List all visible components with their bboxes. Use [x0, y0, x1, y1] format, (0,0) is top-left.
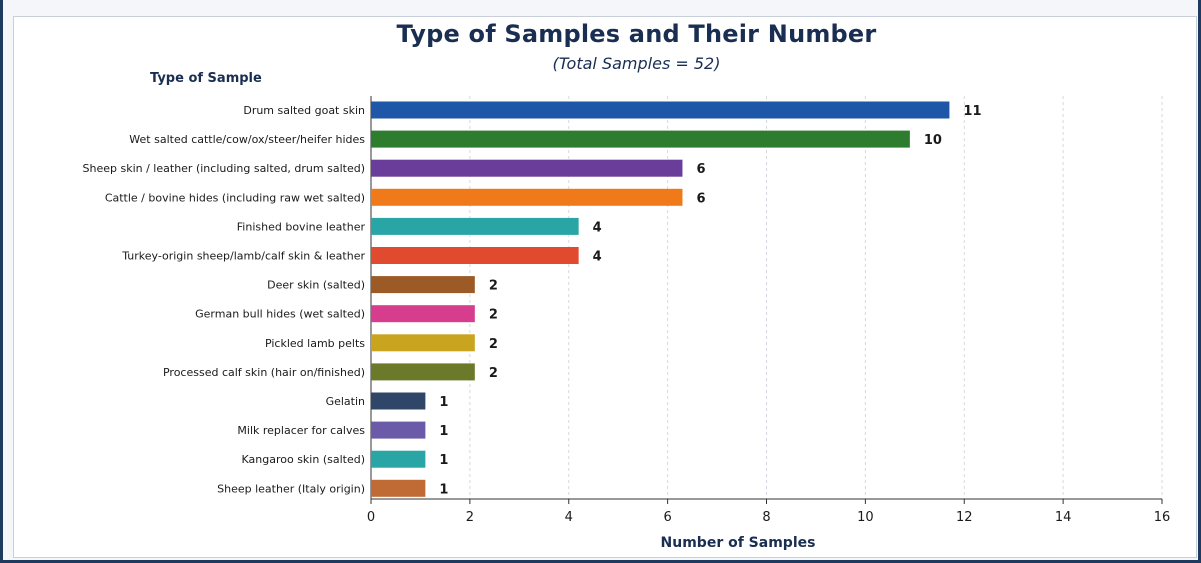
category-label: Drum salted goat skin	[243, 104, 365, 117]
value-label: 2	[489, 337, 498, 352]
x-axis-title: Number of Samples	[660, 535, 816, 551]
value-label: 4	[593, 250, 602, 265]
category-label: Finished bovine leather	[237, 220, 366, 233]
bar	[371, 247, 579, 264]
bar	[371, 392, 426, 410]
value-label: 2	[489, 308, 498, 323]
value-label: 6	[696, 191, 705, 206]
value-label: 1	[439, 424, 448, 439]
bar	[371, 217, 579, 235]
category-label: Turkey-origin sheep/lamb/calf skin & lea…	[121, 250, 365, 263]
value-label: 10	[924, 133, 942, 148]
category-label: Processed calf skin (hair on/finished)	[163, 366, 365, 379]
category-label: Sheep leather (Italy origin)	[217, 482, 365, 495]
category-label: Cattle / bovine hides (including raw wet…	[105, 191, 365, 204]
value-label: 11	[963, 104, 981, 119]
value-label: 4	[593, 220, 602, 235]
category-label: Deer skin (salted)	[267, 279, 365, 292]
bar	[371, 101, 950, 119]
x-tick-label: 10	[857, 510, 874, 525]
bar	[371, 334, 475, 352]
bar	[371, 479, 426, 497]
x-tick-label: 6	[663, 510, 671, 525]
bar	[371, 305, 475, 323]
x-tick-label: 14	[1055, 510, 1072, 525]
y-axis-title: Type of Sample	[150, 71, 262, 86]
bar	[371, 159, 683, 177]
x-tick-label: 8	[762, 510, 770, 525]
x-tick-label: 16	[1154, 510, 1171, 525]
category-label: Pickled lamb pelts	[265, 337, 365, 350]
bar	[371, 276, 475, 294]
bar	[371, 421, 426, 439]
bar	[371, 188, 683, 206]
x-tick-label: 0	[367, 510, 375, 525]
value-label: 1	[439, 395, 448, 410]
value-label: 1	[439, 453, 448, 468]
value-label: 2	[489, 366, 498, 381]
category-label: Wet salted cattle/cow/ox/steer/heifer hi…	[129, 133, 365, 146]
chart-title: Type of Samples and Their Number	[396, 20, 877, 48]
bar	[371, 450, 426, 468]
value-label: 2	[489, 279, 498, 294]
x-tick-label: 12	[956, 510, 973, 525]
category-label: Gelatin	[326, 395, 365, 408]
bar	[371, 130, 910, 148]
chart-subtitle: (Total Samples = 52)	[552, 54, 721, 73]
value-label: 1	[439, 482, 448, 497]
category-label: Sheep skin / leather (including salted, …	[83, 162, 365, 175]
bar	[371, 363, 475, 381]
category-label: German bull hides (wet salted)	[195, 308, 365, 321]
x-tick-label: 4	[565, 510, 573, 525]
category-label: Kangaroo skin (salted)	[242, 453, 366, 466]
category-label: Milk replacer for calves	[237, 424, 365, 437]
value-label: 6	[696, 162, 705, 177]
x-tick-label: 2	[466, 510, 474, 525]
